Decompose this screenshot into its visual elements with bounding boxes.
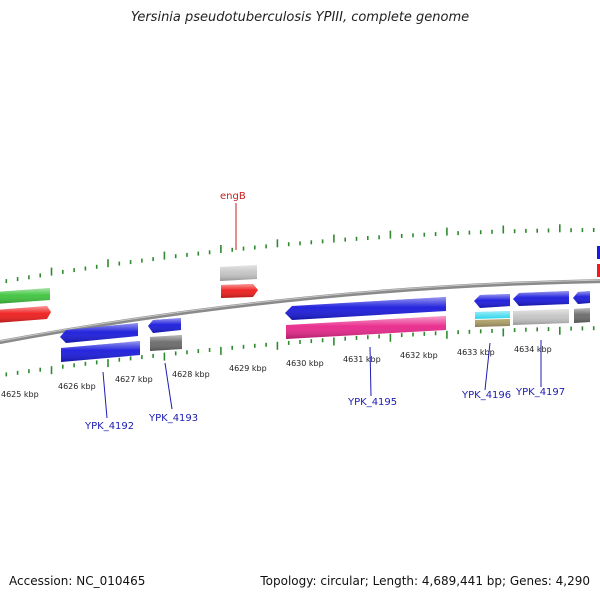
inner-tick-row [5, 326, 595, 377]
kbp-label: 4628 kbp [172, 370, 210, 379]
kbp-label: 4625 kbp [1, 390, 39, 399]
gene-label-YPK_4197[interactable]: YPK_4197 [515, 387, 565, 398]
gene-label-YPK_4193[interactable]: YPK_4193 [148, 413, 198, 424]
kbp-label: 4634 kbp [514, 345, 552, 354]
kbp-label: 4626 kbp [58, 382, 96, 391]
kbp-label: 4632 kbp [400, 351, 438, 360]
kbp-label: 4631 kbp [343, 355, 381, 364]
genome-backbone [0, 279, 600, 345]
kbp-label: 4633 kbp [457, 348, 495, 357]
gene-feature-right-blue[interactable] [597, 246, 600, 259]
genome-stats-text: Topology: circular; Length: 4,689,441 bp… [260, 574, 590, 588]
map-title: Yersinia pseudotuberculosis YPIII, compl… [130, 10, 470, 25]
outer-features [0, 246, 600, 323]
genome-backbone-highlight [0, 279, 600, 342]
kbp-label: 4627 kbp [115, 375, 153, 384]
gene-label-YPK_4196[interactable]: YPK_4196 [461, 390, 511, 401]
gene-labels: engB YPK_4192 YPK_4193 YPK_4195 YPK_4196… [84, 191, 565, 432]
gene-label-YPK_4195[interactable]: YPK_4195 [347, 397, 397, 408]
gene-label-YPK_4192[interactable]: YPK_4192 [84, 421, 134, 432]
kbp-labels: 4625 kbp 4626 kbp 4627 kbp 4628 kbp 4629… [1, 345, 552, 399]
outer-tick-row [5, 224, 595, 284]
kbp-label: 4630 kbp [286, 359, 324, 368]
gene-label-engB[interactable]: engB [220, 191, 246, 202]
inner-features [60, 291, 590, 362]
accession-text: Accession: NC_010465 [9, 574, 146, 588]
gene-feature-right-red[interactable] [597, 264, 600, 277]
kbp-label: 4629 kbp [229, 364, 267, 373]
gene-leader-lines [102, 203, 542, 419]
